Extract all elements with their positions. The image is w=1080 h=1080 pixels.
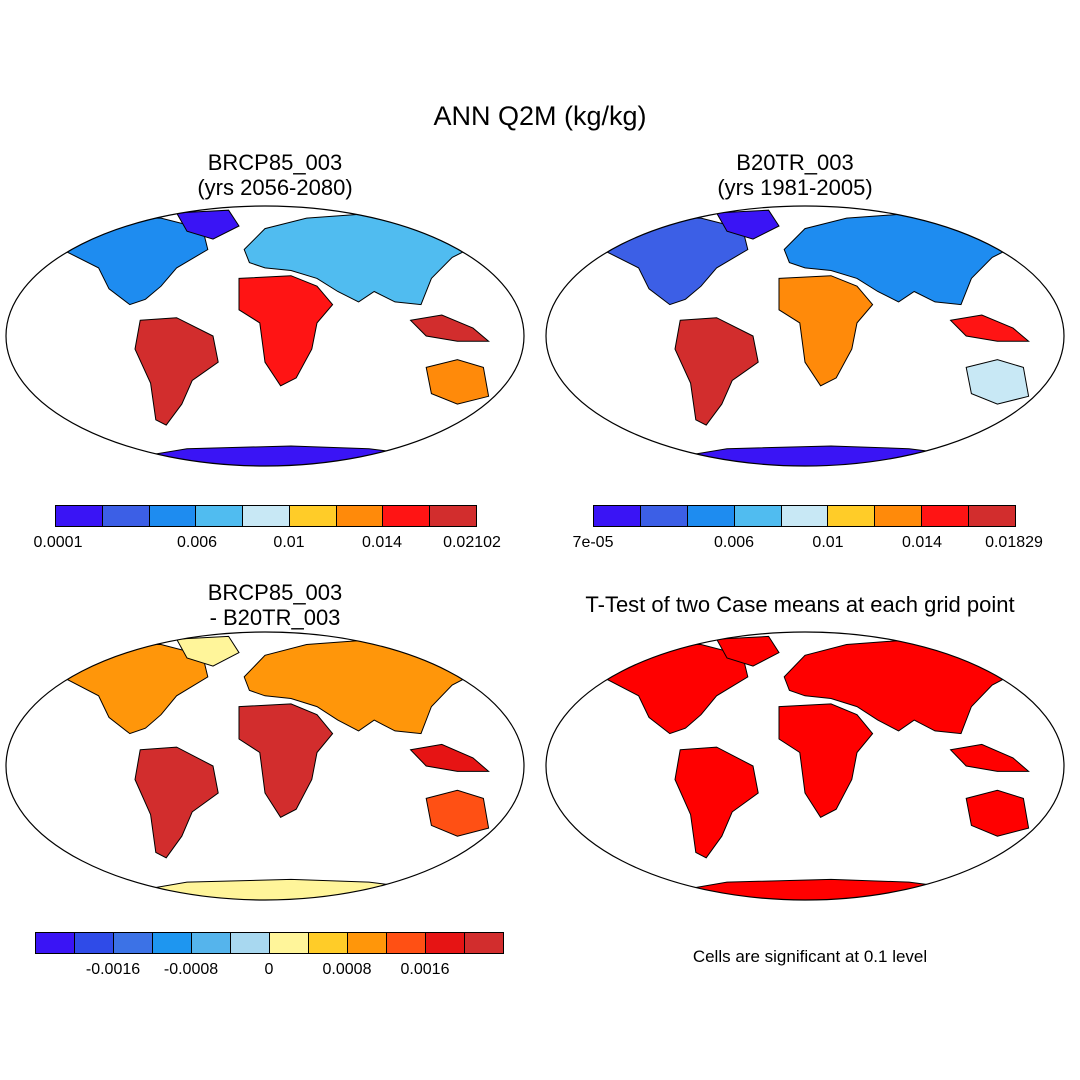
- continent-australia: [425, 789, 490, 837]
- colorbar-swatch: [102, 506, 150, 526]
- colorbar-2-label: 0.014: [901, 534, 943, 551]
- continent-africa: [238, 275, 334, 387]
- map-panel-3: [5, 631, 525, 901]
- colorbar-swatch: [781, 506, 829, 526]
- figure-title: ANN Q2M (kg/kg): [433, 101, 647, 131]
- continent-indonesia: [409, 314, 490, 342]
- continent-southAmerica: [134, 317, 219, 426]
- map-border: [545, 205, 1065, 467]
- panel-3-title: BRCP85_003 - B20TR_003: [75, 580, 475, 630]
- panel-1-case-name: BRCP85_003: [207, 150, 343, 175]
- panel-2-title: B20TR_003 (yrs 1981-2005): [595, 150, 995, 200]
- colorbar-2-label: 7e-05: [572, 534, 614, 551]
- map-panel-4: [545, 631, 1065, 901]
- panel-3-subtracted-case: - B20TR_003: [209, 605, 341, 630]
- colorbar-swatch: [56, 506, 103, 526]
- map-border: [5, 631, 525, 901]
- continent-southAmerica: [674, 317, 759, 426]
- colorbar-2-label: 0.006: [713, 534, 755, 551]
- colorbar-swatch: [430, 506, 477, 526]
- colorbar-swatch: [149, 506, 197, 526]
- colorbar-3-label: -0.0008: [163, 961, 219, 978]
- colorbar-3-label: -0.0016: [85, 961, 141, 978]
- colorbar-swatch: [922, 506, 970, 526]
- continent-australia: [425, 359, 490, 405]
- colorbar-1-label: 0.014: [361, 534, 403, 551]
- continent-africa: [778, 275, 874, 387]
- colorbar-swatch: [594, 506, 641, 526]
- colorbar-swatch: [36, 933, 75, 953]
- continent-africa: [238, 703, 334, 818]
- continent-greenland: [175, 209, 240, 240]
- colorbar-2-label: 0.01: [812, 534, 844, 551]
- continent-australia: [965, 789, 1030, 837]
- colorbar-swatch: [336, 506, 384, 526]
- colorbar-1-label: 0.02102: [443, 534, 501, 551]
- colorbar-swatch: [383, 506, 431, 526]
- panel-3-case-name: BRCP85_003: [207, 580, 343, 605]
- colorbar-swatch: [426, 933, 465, 953]
- panel-2-years: (yrs 1981-2005): [717, 175, 873, 200]
- colorbar-swatch: [243, 506, 290, 526]
- colorbar-1-label: 0.0001: [33, 534, 83, 551]
- colorbar-1-label: 0.01: [273, 534, 305, 551]
- colorbar-swatch: [348, 933, 387, 953]
- colorbar-2: [593, 505, 1016, 527]
- colorbar-swatch: [75, 933, 114, 953]
- colorbar-3-label: 0: [264, 961, 274, 978]
- map-border: [5, 205, 525, 467]
- colorbar-1-label: 0.006: [176, 534, 218, 551]
- map-panel-2: [545, 205, 1065, 467]
- panel-2-case-name: B20TR_003: [736, 150, 854, 175]
- colorbar-swatch: [387, 933, 426, 953]
- panel-1-years: (yrs 2056-2080): [197, 175, 353, 200]
- colorbar-swatch: [153, 933, 192, 953]
- continent-greenland: [715, 635, 780, 667]
- colorbar-swatch: [640, 506, 688, 526]
- continent-indonesia: [949, 314, 1030, 342]
- colorbar-swatch: [289, 506, 337, 526]
- significance-note: Cells are significant at 0.1 level: [692, 947, 928, 966]
- map-panel-1: [5, 205, 525, 467]
- panel-4-title: T-Test of two Case means at each grid po…: [585, 592, 1015, 617]
- colorbar-swatch: [465, 933, 503, 953]
- colorbar-swatch: [828, 506, 876, 526]
- colorbar-3: [35, 932, 504, 954]
- colorbar-swatch: [969, 506, 1016, 526]
- colorbar-1: [55, 505, 477, 527]
- colorbar-3-label: 0.0008: [322, 961, 372, 978]
- continent-africa: [778, 703, 874, 818]
- continent-southAmerica: [134, 746, 219, 859]
- colorbar-swatch: [270, 933, 309, 953]
- panel-1-title: BRCP85_003 (yrs 2056-2080): [75, 150, 475, 200]
- colorbar-2-label: 0.01829: [985, 534, 1043, 551]
- colorbar-3-label: 0.0016: [400, 961, 450, 978]
- colorbar-swatch: [231, 933, 270, 953]
- continent-greenland: [175, 635, 240, 667]
- map-border: [545, 631, 1065, 901]
- continent-indonesia: [409, 743, 490, 772]
- colorbar-swatch: [875, 506, 923, 526]
- continent-australia: [965, 359, 1030, 405]
- continent-southAmerica: [674, 746, 759, 859]
- colorbar-swatch: [192, 933, 231, 953]
- continent-indonesia: [949, 743, 1030, 772]
- colorbar-swatch: [687, 506, 735, 526]
- colorbar-swatch: [196, 506, 244, 526]
- colorbar-swatch: [309, 933, 348, 953]
- continent-greenland: [715, 209, 780, 240]
- colorbar-swatch: [734, 506, 782, 526]
- colorbar-swatch: [114, 933, 153, 953]
